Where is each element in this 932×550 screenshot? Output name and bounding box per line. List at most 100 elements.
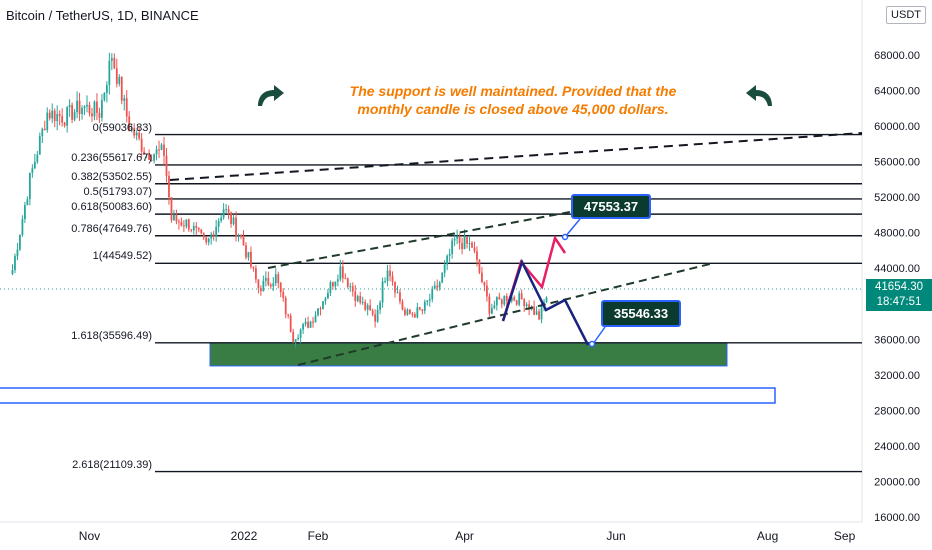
candle-body	[78, 100, 81, 114]
candle-body	[200, 229, 203, 234]
candle-body	[225, 209, 227, 211]
candle-body	[396, 292, 399, 294]
fib-level-label: 0.786(47649.76)	[71, 222, 152, 235]
candle-body	[304, 321, 307, 325]
range-box	[0, 387, 776, 404]
candle-body	[359, 296, 362, 303]
y-tick-label: 20000.00	[874, 476, 920, 488]
candle-body	[324, 298, 327, 302]
candle-body	[212, 234, 215, 237]
y-tick-label: 52000.00	[874, 192, 920, 204]
candle-body	[413, 314, 416, 318]
target-high-anchor	[561, 233, 569, 241]
candle-body	[255, 268, 257, 280]
candle-body	[240, 234, 242, 236]
y-tick-label: 48000.00	[874, 228, 920, 240]
target-low-callout: 35546.33	[601, 300, 681, 327]
candle-body	[486, 285, 488, 297]
candle-body	[515, 300, 518, 305]
candle-body	[525, 304, 528, 307]
x-tick-label: Sep	[834, 529, 856, 543]
target-low-anchor	[588, 340, 596, 348]
candle-body	[269, 284, 272, 287]
candle-body	[364, 301, 367, 310]
candle-body	[299, 329, 302, 338]
fib-level-label: 1.618(35596.49)	[71, 329, 152, 342]
candle-body	[327, 293, 329, 299]
candle-body	[374, 314, 377, 322]
candle-body	[170, 197, 173, 221]
candle-body	[252, 266, 255, 269]
candle-body	[545, 297, 548, 302]
candle-body	[520, 293, 523, 300]
candle-body	[289, 315, 292, 332]
candle-body	[493, 305, 496, 309]
candle-body	[71, 105, 73, 120]
candle-body	[334, 281, 337, 287]
candle-body	[227, 209, 230, 213]
candle-body	[354, 291, 357, 302]
candle-body	[56, 114, 59, 122]
candle-body	[207, 238, 210, 243]
current-price-tag: 41654.30 18:47:51	[866, 279, 932, 311]
candle-body	[96, 101, 98, 113]
candle-body	[210, 234, 213, 239]
candle-body	[195, 226, 198, 228]
y-tick-label: 32000.00	[874, 370, 920, 382]
candle-body	[180, 222, 183, 226]
candle-body	[138, 132, 141, 139]
candle-body	[73, 112, 76, 120]
candle-body	[322, 301, 324, 310]
candle-body	[438, 282, 441, 288]
candle-body	[476, 251, 478, 260]
candle-body	[379, 302, 381, 310]
candle-body	[341, 266, 344, 279]
candle-body	[197, 227, 200, 230]
candle-body	[274, 274, 277, 284]
candle-body	[113, 58, 116, 69]
y-tick-label: 64000.00	[874, 85, 920, 97]
candle-body	[478, 259, 481, 273]
candle-body	[16, 249, 19, 257]
candle-body	[349, 286, 352, 288]
candle-body	[143, 151, 146, 154]
candle-body	[88, 104, 91, 114]
curved-arrow-right-icon	[258, 85, 284, 106]
candle-body	[279, 282, 282, 293]
candle-body	[259, 288, 262, 292]
candle-body	[61, 116, 64, 123]
candle-body	[446, 255, 449, 265]
candle-body	[312, 321, 314, 323]
candle-body	[250, 251, 252, 267]
candle-body	[58, 114, 61, 117]
x-tick-label: Aug	[757, 529, 778, 543]
candle-body	[120, 76, 123, 101]
analysis-note: The support is well maintained. Provided…	[349, 83, 677, 117]
candle-body	[232, 217, 235, 224]
candle-body	[215, 226, 218, 237]
x-tick-label: Nov	[79, 529, 100, 543]
candle-body	[185, 219, 188, 227]
fib-level-label: 2.618(21109.39)	[72, 458, 152, 471]
candle-body	[262, 280, 265, 292]
candle-body	[513, 297, 516, 301]
candle-body	[43, 128, 46, 131]
candle-body	[125, 98, 128, 117]
candle-body	[103, 92, 106, 101]
currency-selector[interactable]: USDT	[886, 6, 926, 24]
candle-body	[361, 301, 364, 303]
candle-body	[436, 285, 439, 288]
candle-body	[421, 309, 424, 311]
candle-body	[471, 242, 473, 248]
candle-body	[346, 278, 349, 287]
candle-body	[168, 175, 170, 198]
arrow-shape	[258, 85, 284, 106]
candle-body	[528, 304, 531, 310]
candle-body	[332, 282, 334, 287]
candle-body	[314, 315, 317, 323]
candle-body	[399, 292, 401, 302]
candle-body	[153, 154, 155, 161]
candle-body	[140, 138, 143, 152]
